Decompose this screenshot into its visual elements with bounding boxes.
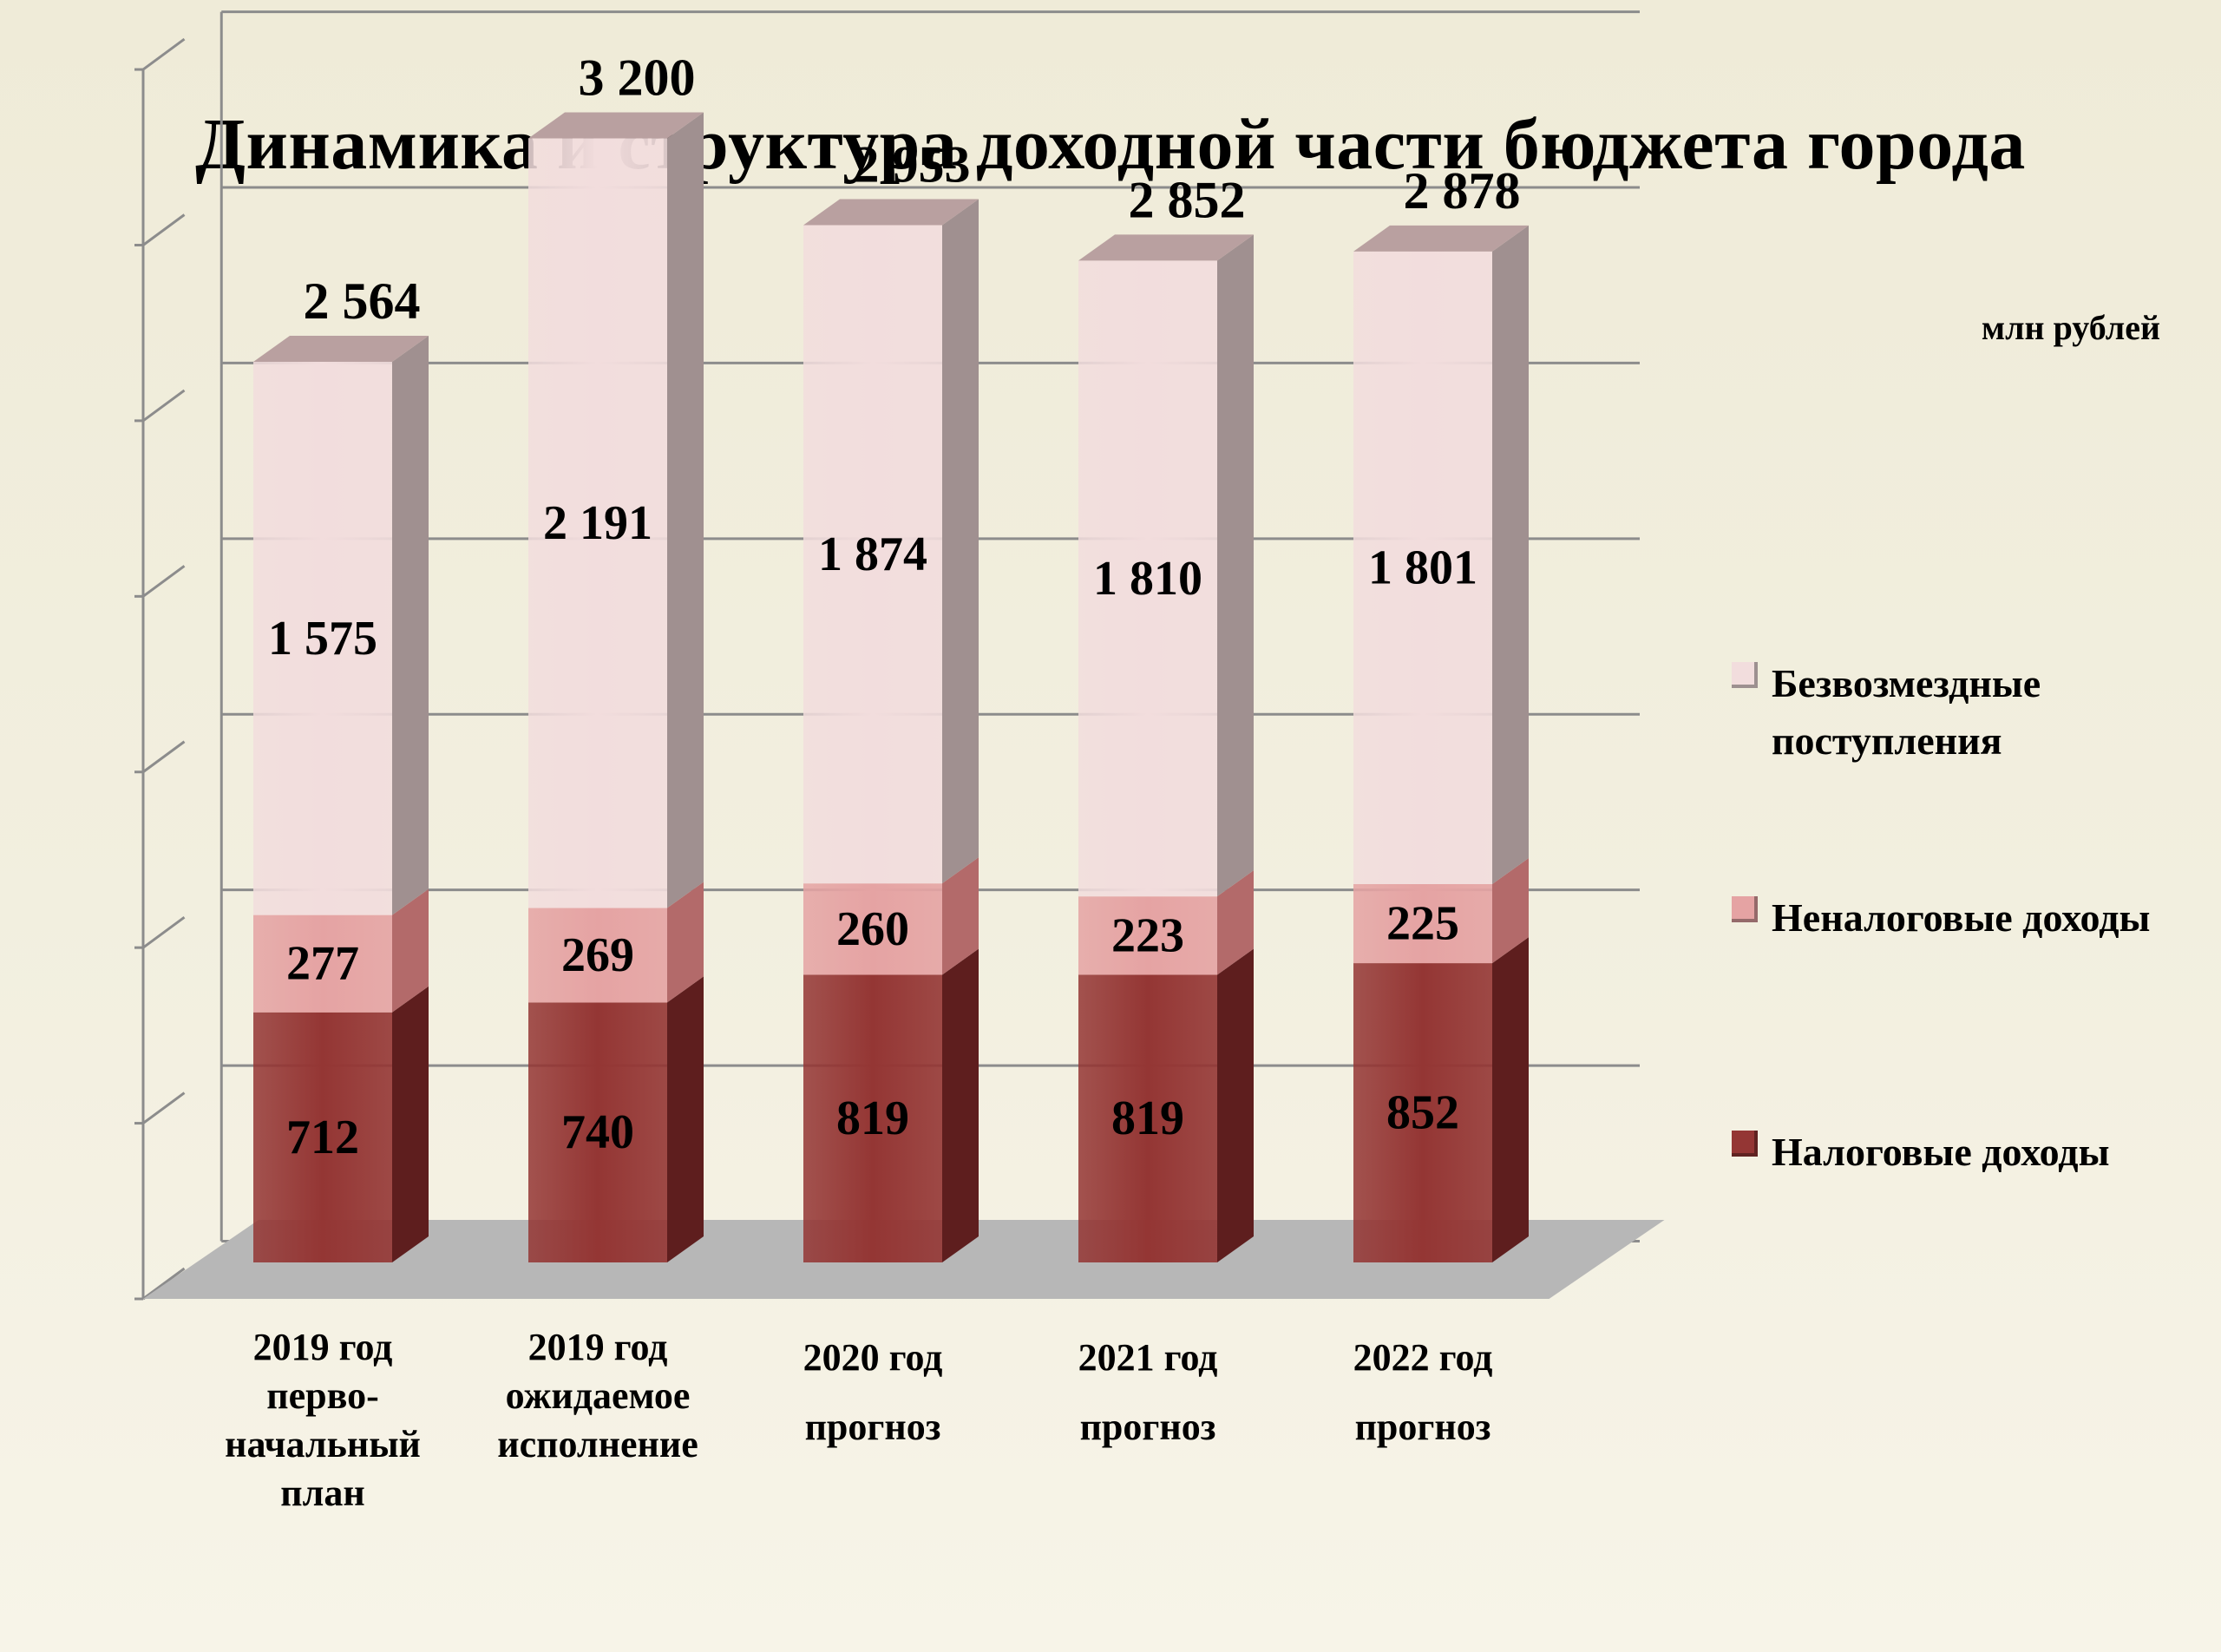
bar-value-label: 1 575 (268, 612, 377, 665)
bar-segment (1078, 896, 1217, 975)
bar-total-label: 3 200 (579, 49, 696, 107)
bar-total-label: 2 852 (1129, 171, 1246, 228)
bar-side-segment (1217, 870, 1254, 975)
bar-total-label: 2 564 (304, 272, 421, 330)
bar-side-segment (667, 112, 704, 908)
bar-value-label: 712 (286, 1111, 359, 1164)
legend-swatch (1732, 662, 1758, 688)
bar-stack: 740 269 2 191 3 200 (528, 49, 704, 1262)
grid-line-side (142, 915, 186, 949)
legend-label: Неналоговые доходы (1772, 895, 2151, 940)
legend-swatch (1732, 896, 1758, 922)
legend-label: Налоговые доходы (1772, 1130, 2110, 1174)
bar-segment (528, 908, 667, 1003)
bar-stack: 852 225 1 801 2 878 (1353, 162, 1529, 1262)
bar-top-cap (253, 336, 429, 362)
bar-value-label: 2 191 (543, 496, 652, 550)
bar-segment (803, 974, 942, 1262)
bar-segment (1353, 963, 1492, 1262)
bar-top-cap (528, 112, 704, 139)
x-tick-label: 2019 год перво- начальный план (225, 1326, 421, 1514)
legend-swatch (1732, 1131, 1758, 1157)
bar-total-label: 2 953 (854, 136, 971, 193)
bar-segment (803, 883, 942, 975)
bar-side-segment (1492, 937, 1529, 1262)
bar-side-segment (942, 857, 979, 975)
bar-top-cap (1078, 234, 1254, 261)
bar-stack: 819 260 1 874 2 953 (803, 136, 979, 1262)
bar-value-label: 740 (561, 1105, 634, 1159)
bar-value-label: 819 (1111, 1092, 1184, 1145)
bar-value-label: 852 (1386, 1086, 1459, 1140)
bar-side-segment (1492, 225, 1529, 884)
bar-segment (253, 1012, 392, 1262)
grid-line-side (142, 1267, 186, 1301)
bar-stack: 712 277 1 575 2 564 (253, 272, 429, 1262)
bar-side-segment (392, 986, 429, 1262)
bar-segment (1353, 251, 1492, 884)
bar-value-label: 1 801 (1368, 541, 1477, 594)
bar-segment (253, 914, 392, 1013)
chart-title: Динамика и структура доходной части бюдж… (195, 104, 2026, 185)
bar-side-segment (942, 948, 979, 1262)
bar-value-label: 223 (1111, 908, 1184, 962)
bar-segment (1078, 974, 1217, 1262)
bar-side-segment (392, 888, 429, 1013)
x-tick-label: 2020 год прогноз (803, 1336, 943, 1448)
bar-segment (253, 362, 392, 915)
bar-value-label: 1 810 (1093, 552, 1202, 606)
legend-label: Безвозмездные поступления (1772, 661, 2041, 763)
bar-side-segment (667, 976, 704, 1262)
bar-segment (528, 138, 667, 908)
bar-value-label: 225 (1386, 897, 1459, 951)
bar-side-segment (1217, 234, 1254, 897)
bar-total-label: 2 878 (1404, 162, 1521, 220)
bar-top-cap (1353, 225, 1529, 252)
bar-value-label: 269 (561, 928, 634, 982)
bar-side-segment (392, 336, 429, 915)
bar-side-segment (1492, 857, 1529, 964)
bar-top-cap (803, 199, 979, 226)
bar-segment (528, 1002, 667, 1262)
bar-value-label: 277 (286, 937, 359, 991)
bar-segment (803, 225, 942, 884)
x-tick-label: 2019 год ожидаемое исполнение (497, 1326, 698, 1465)
bar-value-label: 819 (836, 1092, 909, 1145)
bar-segment (1078, 260, 1217, 897)
bar-value-label: 1 874 (818, 528, 927, 581)
bar-side-segment (667, 882, 704, 1003)
grid-line-side (142, 1092, 186, 1124)
bar-stack: 819 223 1 810 2 852 (1078, 171, 1254, 1262)
x-tick-label: 2022 год прогноз (1353, 1336, 1493, 1448)
bar-side-segment (942, 199, 979, 884)
bar-segment (1353, 883, 1492, 964)
bar-value-label: 260 (836, 902, 909, 956)
grid-line-side (142, 213, 186, 246)
grid-line-side (142, 37, 186, 71)
grid-line-side (142, 740, 186, 773)
bar-side-segment (1217, 948, 1254, 1262)
grid-line-side (142, 389, 186, 423)
unit-label: млн рублей (1981, 308, 2160, 347)
x-tick-label: 2021 год прогноз (1078, 1336, 1218, 1448)
grid-line-side (142, 565, 186, 598)
